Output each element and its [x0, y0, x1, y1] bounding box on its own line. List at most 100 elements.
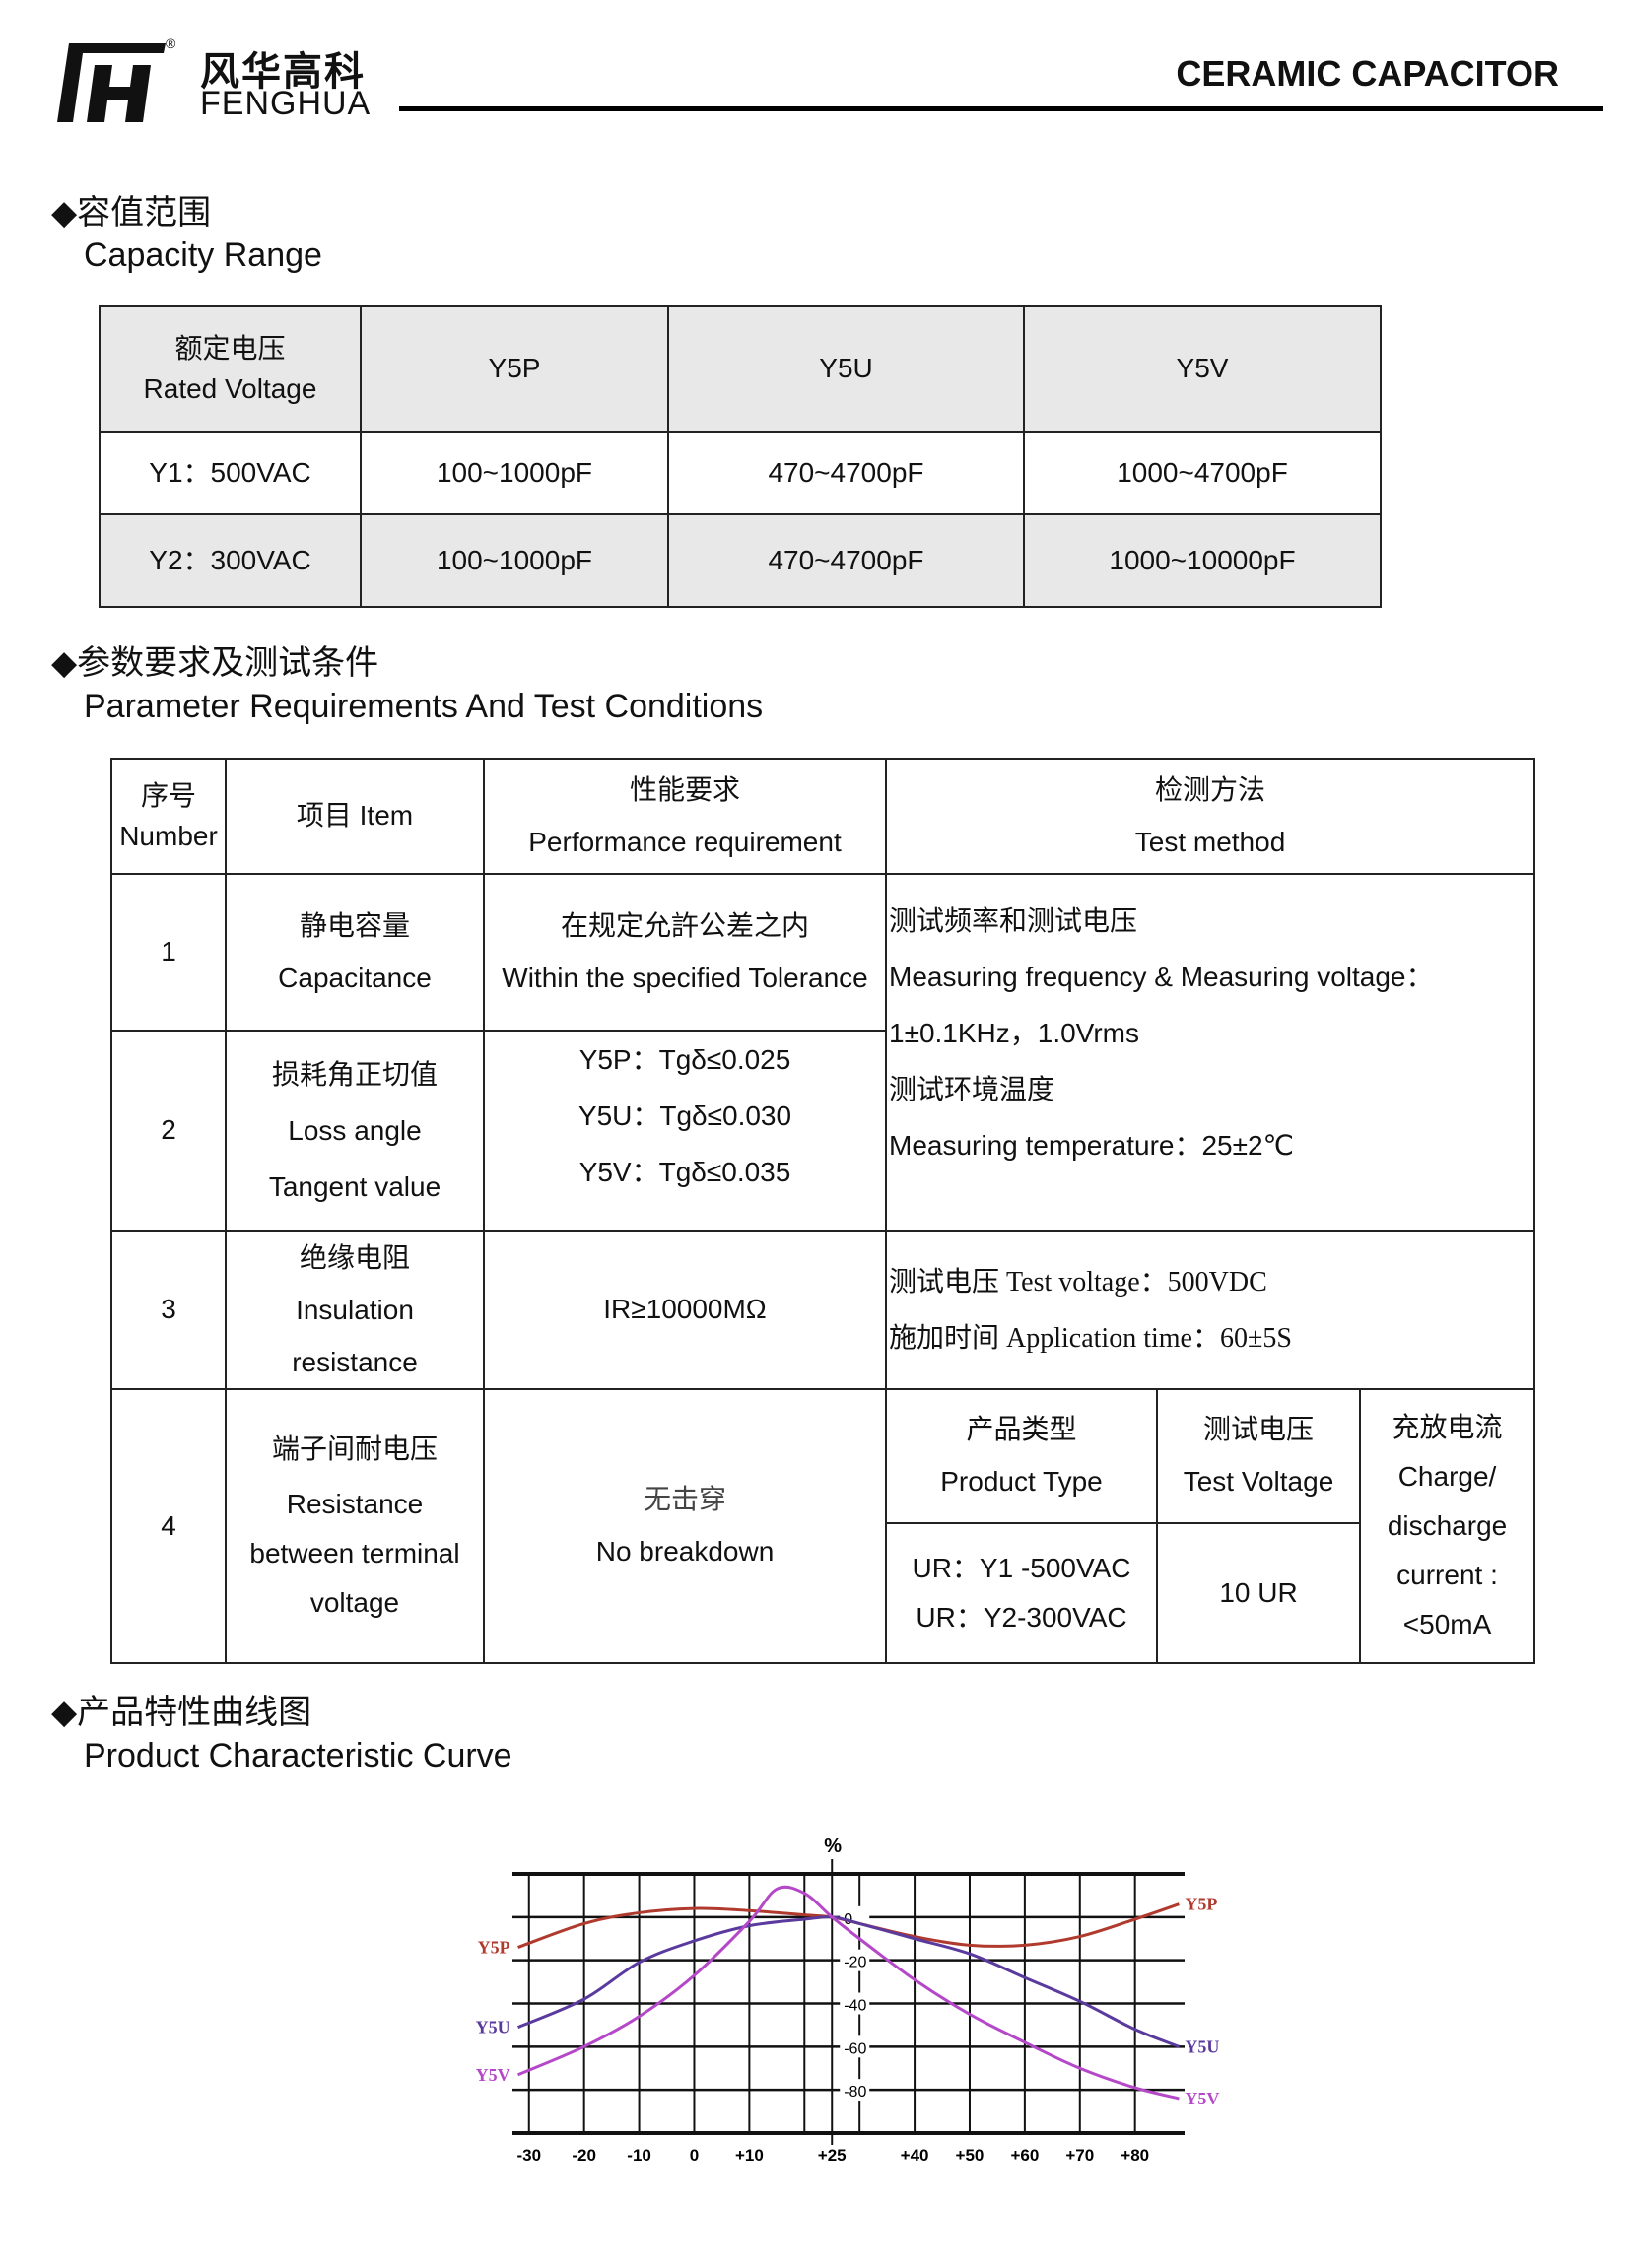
x-tick-label: +60	[1010, 2146, 1039, 2165]
x-tick-label: +25	[818, 2146, 847, 2165]
section1-title-cn: ◆容值范围	[51, 193, 212, 233]
registered-mark: ®	[166, 35, 176, 51]
header-cn: 检测方法	[1155, 773, 1266, 805]
table-cell: Y2：300VAC	[99, 513, 362, 608]
x-tick-label: +40	[901, 2146, 929, 2165]
perf-cell: 无击穿 No breakdown	[483, 1388, 887, 1664]
method-line: Measuring frequency & Measuring voltage：	[889, 961, 1434, 992]
table-row: 3 绝缘电阻 Insulation resistance IR≥10000MΩ 测试…	[110, 1230, 1536, 1390]
header-en: Test method	[1134, 826, 1286, 857]
header-en: Number	[119, 820, 218, 851]
section3-title-en: Product Characteristic Curve	[84, 1737, 512, 1774]
perf-cell: IR≥10000MΩ	[483, 1230, 887, 1390]
y-tick-label: -20	[844, 1955, 866, 1971]
section3-title-cn: ◆产品特性曲线图	[51, 1693, 312, 1732]
y-tick-label: -40	[844, 1998, 866, 2015]
y-tick-bg	[840, 2035, 870, 2058]
item-en: Loss angle	[288, 1115, 422, 1146]
y-tick-label: -60	[844, 2040, 866, 2057]
item-en: Capacitance	[278, 962, 432, 993]
perf-line: Y5U：Tgδ≤0.030	[577, 1101, 792, 1131]
sub-header-en: Product Type	[940, 1466, 1103, 1497]
section1-title-en: Capacity Range	[84, 236, 322, 274]
series-label-right: Y5U	[1185, 2036, 1219, 2056]
product-type-value: UR：Y1 -500VAC	[912, 1553, 1131, 1583]
y-tick-bg	[840, 1949, 870, 1971]
header-cn: 序号	[140, 779, 196, 811]
item-cell: 静电容量 Capacitance	[225, 873, 485, 1032]
y-axis-label: %	[824, 1835, 842, 1857]
test-voltage-header: 测试电压 Test Voltage	[1156, 1388, 1361, 1524]
fenghua-logo-icon	[57, 43, 166, 122]
method-line: 1±0.1KHz，1.0Vrms	[889, 1017, 1139, 1048]
doc-title: CERAMIC CAPACITOR	[1176, 53, 1559, 94]
row-number: 2	[110, 1030, 227, 1232]
row-number: 4	[110, 1388, 227, 1664]
series-label-left: Y5U	[476, 2018, 510, 2037]
item-en: Insulation	[296, 1295, 414, 1325]
x-tick-label: -10	[627, 2146, 651, 2165]
section2-title-en: Parameter Requirements And Test Conditio…	[84, 688, 764, 725]
x-tick-label: +50	[956, 2146, 985, 2165]
table-cell: Y1：500VAC	[99, 431, 362, 515]
table-row: 4 端子间耐电压 Resistance between terminal voltag…	[110, 1388, 1536, 1664]
x-tick-label: 0	[690, 2146, 699, 2165]
item-cn: 静电容量	[299, 909, 410, 941]
method-line: 测试环境温度	[889, 1073, 1055, 1104]
section2-title-cn: ◆参数要求及测试条件	[51, 643, 379, 683]
table-cell: 100~1000pF	[360, 513, 669, 608]
header-method: 检测方法 Test method	[884, 758, 1536, 875]
perf-line: Y5P：Tgδ≤0.025	[578, 1044, 791, 1075]
item-en: resistance	[292, 1347, 418, 1377]
table-row: 2 损耗角正切值 Loss angle Tangent value Y5P：Tgδ≤…	[110, 1030, 1534, 1232]
header-cn: 性能要求	[629, 773, 740, 805]
x-tick-label: +70	[1065, 2146, 1094, 2165]
row-number: 1	[110, 873, 227, 1032]
header-cell: Y5V	[1023, 305, 1382, 433]
x-tick-label: +80	[1121, 2146, 1149, 2165]
x-tick-label: -20	[572, 2146, 596, 2165]
y-tick-bg	[840, 1992, 870, 2015]
item-en: Resistance	[286, 1489, 424, 1519]
header-rule	[399, 106, 1603, 111]
current-cn: 充放电流	[1392, 1412, 1503, 1442]
method-cell: 测试电压 Test voltage：500VDC 施加时间 Application…	[884, 1230, 1536, 1390]
header-number: 序号 Number	[110, 758, 227, 875]
series-line-y5u	[517, 1915, 1180, 2048]
method-line: 测试电压 Test voltage：500VDC	[889, 1266, 1267, 1298]
sub-header-en: Test Voltage	[1183, 1466, 1334, 1497]
current-en: Charge/	[1397, 1461, 1497, 1492]
item-cn: 绝缘电阻	[299, 1242, 410, 1273]
perf-cell: 在规定允許公差之内 Within the specified Tolerance	[483, 873, 887, 1032]
perf-cn: 无击穿	[643, 1484, 726, 1515]
perf-line: Y5V：Tgδ≤0.035	[578, 1157, 791, 1187]
series-label-left: Y5P	[478, 1938, 510, 1958]
current-value: <50mA	[1402, 1609, 1492, 1639]
header-performance: 性能要求 Performance requirement	[483, 758, 887, 875]
current-en: current :	[1396, 1560, 1498, 1590]
item-cell: 绝缘电阻 Insulation resistance	[225, 1230, 485, 1390]
method-line: 施加时间 Application time：60±5S	[889, 1322, 1292, 1354]
test-voltage-value: 10 UR	[1156, 1522, 1361, 1664]
header-cell: 额定电压 Rated Voltage	[99, 305, 362, 433]
method-line: Measuring temperature：25±2℃	[889, 1129, 1295, 1161]
item-en: between terminal	[249, 1538, 460, 1568]
perf-cn: 在规定允許公差之内	[560, 909, 809, 941]
item-en: Tangent value	[268, 1171, 441, 1202]
header-cell: Y5U	[667, 305, 1025, 433]
header-en: Rated Voltage	[143, 372, 317, 404]
header-en: Performance requirement	[528, 826, 842, 857]
perf-en: Within the specified Tolerance	[502, 962, 868, 993]
table-cell: 470~4700pF	[667, 513, 1025, 608]
capacity-table: 额定电压 Rated Voltage Y5P Y5U Y5V Y1：500VAC …	[99, 305, 1382, 608]
item-cn: 端子间耐电压	[271, 1434, 438, 1464]
table-cell: 100~1000pF	[360, 431, 669, 515]
item-cell: 损耗角正切值 Loss angle Tangent value	[225, 1030, 485, 1232]
x-tick-label: -30	[516, 2146, 541, 2165]
logo-en: FENGHUA	[200, 85, 372, 122]
header-cn: 额定电压	[174, 332, 286, 364]
row-number: 3	[110, 1230, 227, 1390]
table-row: 1 静电容量 Capacitance 在规定允許公差之内 Within the sp…	[110, 873, 1536, 1232]
table-row: Y1：500VAC 100~1000pF 470~4700pF 1000~470…	[99, 431, 1382, 515]
method-cell: 测试频率和测试电压 Measuring frequency & Measurin…	[884, 873, 1536, 1232]
